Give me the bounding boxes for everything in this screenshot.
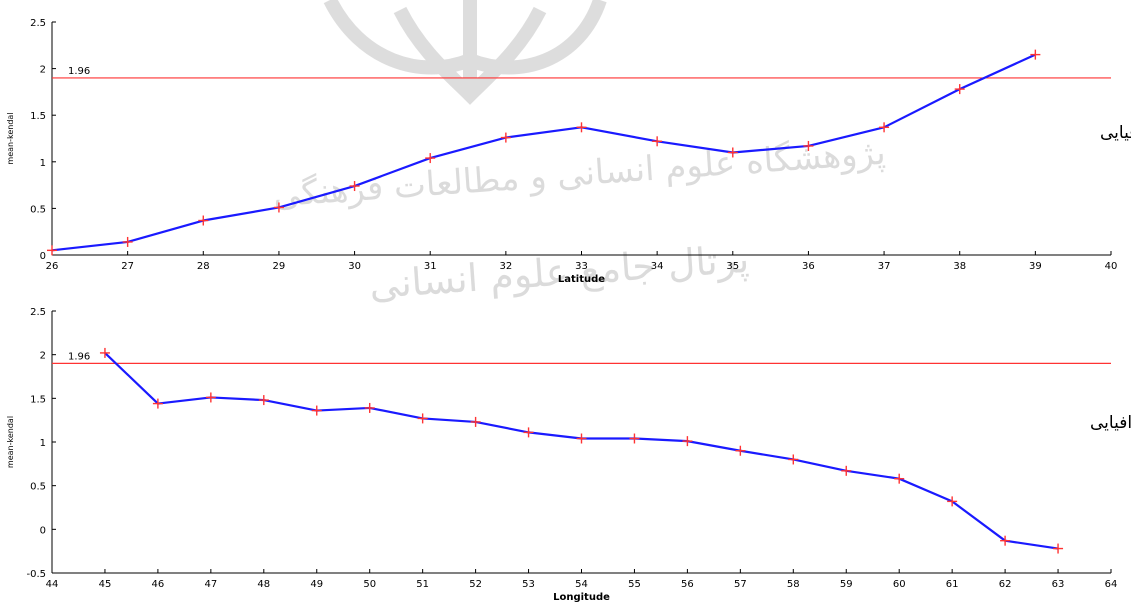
- data-point: [652, 136, 663, 147]
- data-point: [894, 473, 905, 484]
- x-tick-label: 37: [878, 261, 891, 272]
- data-point: [417, 413, 428, 424]
- data-point: [1030, 49, 1041, 60]
- data-point: [629, 433, 640, 444]
- y-tick-label: 1.5: [30, 111, 46, 122]
- data-point: [576, 122, 587, 133]
- data-point: [879, 122, 890, 133]
- y-tick-label: 1: [40, 438, 46, 449]
- y-tick-label: 2: [40, 65, 46, 76]
- data-point: [152, 398, 163, 409]
- longitude-chart: 44 45 46 47 48 49 50 51 52 53 54 55 56 57 58 59 60 61 62 63…: [6, 307, 1131, 603]
- y-tick-label: 0.5: [30, 204, 46, 215]
- data-point: [523, 427, 534, 438]
- x-tick-label: 47: [204, 579, 217, 590]
- x-tick-label: 36: [802, 261, 815, 272]
- series-line: [51, 53, 1036, 252]
- x-tick-label: 60: [893, 579, 906, 590]
- x-axis-label: Latitude: [558, 274, 605, 285]
- data-point: [273, 202, 284, 213]
- x-tick-label: 33: [575, 261, 588, 272]
- x-tick-label: 49: [310, 579, 323, 590]
- x-tick-label: 29: [273, 261, 286, 272]
- data-point: [500, 132, 511, 143]
- data-point: [349, 181, 360, 192]
- chart-annotation: طول جغرافیایی: [1090, 413, 1131, 433]
- data-point: [954, 84, 965, 95]
- x-tick-label: 38: [953, 261, 966, 272]
- x-tick-label: 54: [575, 579, 588, 590]
- y-tick-label: 1.5: [30, 394, 46, 405]
- x-tick-label: 28: [197, 261, 210, 272]
- data-point: [1053, 543, 1064, 554]
- y-tick-label: 0.5: [30, 482, 46, 493]
- longitude-chart-panel: 44 45 46 47 48 49 50 51 52 53 54 55 56 57 58 59 60 61 62 63…: [0, 300, 1131, 607]
- data-point: [311, 405, 322, 416]
- y-tick-label: 2.5: [30, 18, 46, 29]
- x-tick-label: 32: [499, 261, 512, 272]
- y-tick-label: -0.5: [26, 569, 46, 580]
- x-tick-label: 39: [1029, 261, 1042, 272]
- x-tick-label: 26: [46, 261, 59, 272]
- x-tick-label: 58: [787, 579, 800, 590]
- threshold-label: 1.96: [68, 351, 90, 362]
- x-tick-label: 56: [681, 579, 694, 590]
- x-tick-label: 52: [469, 579, 482, 590]
- data-point: [364, 402, 375, 413]
- data-point: [198, 215, 209, 226]
- data-point: [803, 140, 814, 151]
- x-tick-label: 61: [946, 579, 959, 590]
- x-tick-label: 45: [99, 579, 112, 590]
- x-tick-label: 35: [726, 261, 739, 272]
- x-tick-label: 53: [522, 579, 535, 590]
- x-tick-label: 48: [257, 579, 270, 590]
- x-tick-label: 51: [416, 579, 429, 590]
- x-tick-label: 30: [348, 261, 361, 272]
- x-tick-label: 50: [363, 579, 376, 590]
- x-tick-label: 34: [651, 261, 664, 272]
- x-tick-label: 57: [734, 579, 747, 590]
- data-point: [47, 245, 57, 256]
- data-point: [947, 496, 958, 507]
- data-point: [576, 433, 587, 444]
- x-tick-label: 62: [999, 579, 1012, 590]
- x-tick-label: 59: [840, 579, 853, 590]
- x-tick-label: 40: [1105, 261, 1118, 272]
- series-line: [104, 352, 1059, 550]
- data-point: [1000, 535, 1011, 546]
- data-point: [425, 153, 436, 164]
- data-point: [258, 395, 269, 406]
- x-axis-label: Longitude: [553, 592, 610, 603]
- threshold-label: 1.96: [68, 66, 90, 77]
- x-tick-label: 55: [628, 579, 641, 590]
- data-point: [99, 347, 110, 358]
- y-tick-label: 2.5: [30, 307, 46, 318]
- y-tick-label: 2: [40, 351, 46, 362]
- y-axis-label: mean-kendal: [6, 112, 15, 164]
- data-point: [727, 147, 738, 158]
- y-tick-label: 0: [40, 251, 46, 262]
- latitude-chart: 26 27 28 29 30 31 32 33 34 35 36 37 38 39 40 0 0.5 1 1.5 2 2…: [6, 18, 1131, 285]
- x-tick-label: 27: [121, 261, 134, 272]
- data-point: [735, 445, 746, 456]
- data-point: [470, 416, 481, 427]
- x-tick-label: 63: [1052, 579, 1065, 590]
- data-point: [122, 236, 133, 247]
- chart-annotation: عرض جغرافیایی: [1100, 123, 1131, 143]
- x-tick-label: 31: [424, 261, 437, 272]
- data-point: [205, 392, 216, 403]
- latitude-chart-panel: 26 27 28 29 30 31 32 33 34 35 36 37 38 39 40 0 0.5 1 1.5 2 2…: [0, 0, 1131, 300]
- x-tick-label: 44: [46, 579, 59, 590]
- x-tick-label: 64: [1105, 579, 1118, 590]
- data-point: [788, 454, 799, 465]
- y-tick-label: 1: [40, 158, 46, 169]
- data-point: [682, 436, 693, 447]
- y-tick-label: 0: [40, 525, 46, 536]
- x-tick-label: 46: [152, 579, 165, 590]
- data-point: [841, 465, 852, 476]
- y-axis-label: mean-kendal: [6, 416, 15, 468]
